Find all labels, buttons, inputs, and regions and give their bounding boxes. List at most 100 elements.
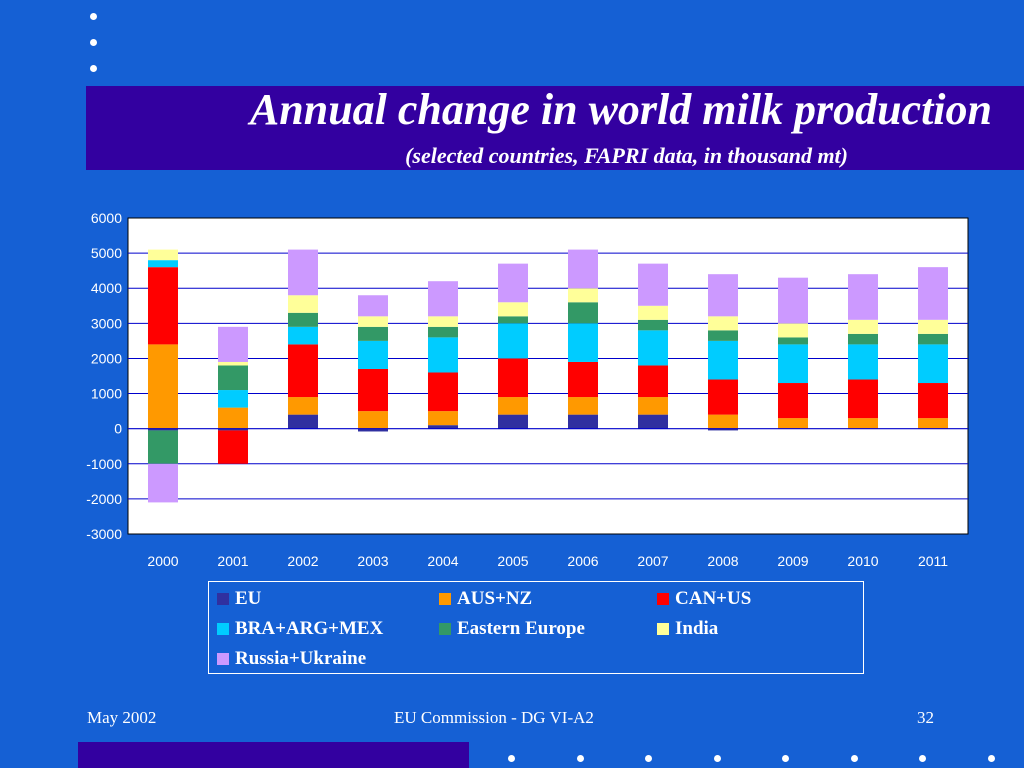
bar-segment-eu-2006 [568,414,598,429]
chart-legend: EU AUS+NZ CAN+US BRA+ARG+MEX Eastern Europe I… [208,581,864,674]
x-tick-label: 2009 [777,553,808,569]
y-tick-label: -3000 [86,526,122,542]
bar-segment-bra-arg-mex-2007 [638,330,668,366]
bar-segment-eu-2003 [358,428,388,432]
bar-segment-bra-arg-mex-2009 [778,344,808,384]
legend-label: CAN+US [675,588,752,609]
bar-segment-aus-nz-2011 [918,418,948,429]
legend-item: Eastern Europe [439,614,585,644]
legend-swatch [657,593,669,605]
legend-swatch [217,593,229,605]
bar-segment-india-2006 [568,288,598,303]
bar-segment-eu-2007 [638,414,668,429]
y-tick-label: 1000 [91,386,122,402]
bars [148,249,948,503]
bar-segment-india-2010 [848,319,878,334]
bar-segment-can-us-2001 [218,430,248,464]
bar-segment-bra-arg-mex-2008 [708,340,738,380]
x-tick-label: 2005 [497,553,528,569]
x-tick-label: 2001 [217,553,248,569]
legend-swatch [439,623,451,635]
bar-segment-india-2005 [498,302,528,317]
bar-segment-india-2003 [358,316,388,327]
bar-segment-bra-arg-mex-2004 [428,337,458,373]
bar-segment-aus-nz-2006 [568,397,598,415]
bottom-band [78,742,469,768]
bar-segment-can-us-2005 [498,358,528,398]
x-axis-ticks: 2000 2001 2002 2003 2004 2005 2006 2007 2008 2009… [147,553,948,569]
x-tick-label: 2004 [427,553,458,569]
x-tick-label: 2007 [637,553,668,569]
decor-dot [782,755,789,762]
y-axis-ticks: 6000 5000 4000 3000 2000 1000 0 -1000 -2000 -3000 [86,210,122,542]
slide-subtitle: (selected countries, FAPRI data, in thou… [405,143,848,168]
legend-item: EU [217,584,261,614]
bar-segment-russia-ukraine-2001 [218,326,248,362]
legend-label: BRA+ARG+MEX [235,618,384,639]
bar-segment-aus-nz-2001 [218,407,248,429]
bar-segment-india-2007 [638,305,668,320]
bar-segment-india-2004 [428,316,458,327]
bar-segment-eastern-europe-2009 [778,337,808,345]
bar-segment-russia-ukraine-2007 [638,263,668,306]
legend-label: AUS+NZ [457,588,533,609]
legend-item: AUS+NZ [439,584,532,614]
bar-segment-can-us-2000 [148,267,178,345]
bar-segment-can-us-2010 [848,379,878,419]
bar-segment-eu-2000 [148,428,178,431]
bar-segment-aus-nz-2004 [428,411,458,426]
bar-segment-bra-arg-mex-2003 [358,340,388,369]
bar-segment-eastern-europe-2008 [708,330,738,341]
legend-item: CAN+US [657,584,751,614]
bar-segment-eastern-europe-2003 [358,326,388,341]
bar-segment-russia-ukraine-2010 [848,274,878,320]
bar-segment-russia-ukraine-2005 [498,263,528,303]
bar-segment-aus-nz-2000 [148,344,178,429]
footer-page-number: 32 [917,708,934,727]
bar-segment-bra-arg-mex-2005 [498,323,528,359]
y-tick-label: 3000 [91,315,122,331]
stacked-bar-chart: 6000 5000 4000 3000 2000 1000 0 -1000 -2000 -3000… [86,210,969,569]
bar-segment-russia-ukraine-2009 [778,277,808,324]
bar-segment-india-2000 [148,249,178,261]
x-tick-label: 2010 [847,553,878,569]
slide-title: Annual change in world milk production [249,85,992,134]
bar-segment-aus-nz-2003 [358,411,388,429]
x-tick-label: 2000 [147,553,178,569]
legend-swatch [657,623,669,635]
bar-segment-eastern-europe-2006 [568,302,598,324]
bar-segment-can-us-2003 [358,368,388,412]
bar-segment-russia-ukraine-2003 [358,295,388,317]
bar-segment-eastern-europe-2011 [918,333,948,345]
bar-segment-eu-2005 [498,414,528,429]
bar-segment-bra-arg-mex-2010 [848,344,878,380]
bar-segment-russia-ukraine-2002 [288,249,318,296]
bar-segment-aus-nz-2010 [848,418,878,429]
bar-segment-bra-arg-mex-2002 [288,326,318,345]
bar-segment-india-2002 [288,295,318,313]
y-tick-label: 5000 [91,245,122,261]
bar-segment-russia-ukraine-2008 [708,274,738,317]
bar-segment-india-2008 [708,316,738,331]
bar-segment-eu-2004 [428,425,458,429]
bar-segment-aus-nz-2009 [778,418,808,429]
bar-segment-eastern-europe-2001 [218,365,248,391]
bar-segment-eastern-europe-2005 [498,316,528,324]
legend-label: Eastern Europe [457,618,585,639]
y-tick-label: -2000 [86,491,122,507]
bar-segment-india-2009 [778,323,808,338]
decor-dot [90,13,97,20]
y-tick-label: 4000 [91,280,122,296]
bar-segment-eastern-europe-2002 [288,312,318,327]
bar-segment-can-us-2006 [568,361,598,398]
bar-segment-aus-nz-2005 [498,397,528,415]
title-band [86,86,1024,170]
grid-lines [128,252,968,500]
bar-segment-russia-ukraine-2011 [918,267,948,320]
bar-segment-russia-ukraine-2000 [148,463,178,503]
y-tick-label: 6000 [91,210,122,226]
bar-segment-bra-arg-mex-2001 [218,390,248,408]
bar-segment-bra-arg-mex-2011 [918,344,948,384]
x-tick-label: 2003 [357,553,388,569]
x-tick-label: 2011 [918,553,948,569]
